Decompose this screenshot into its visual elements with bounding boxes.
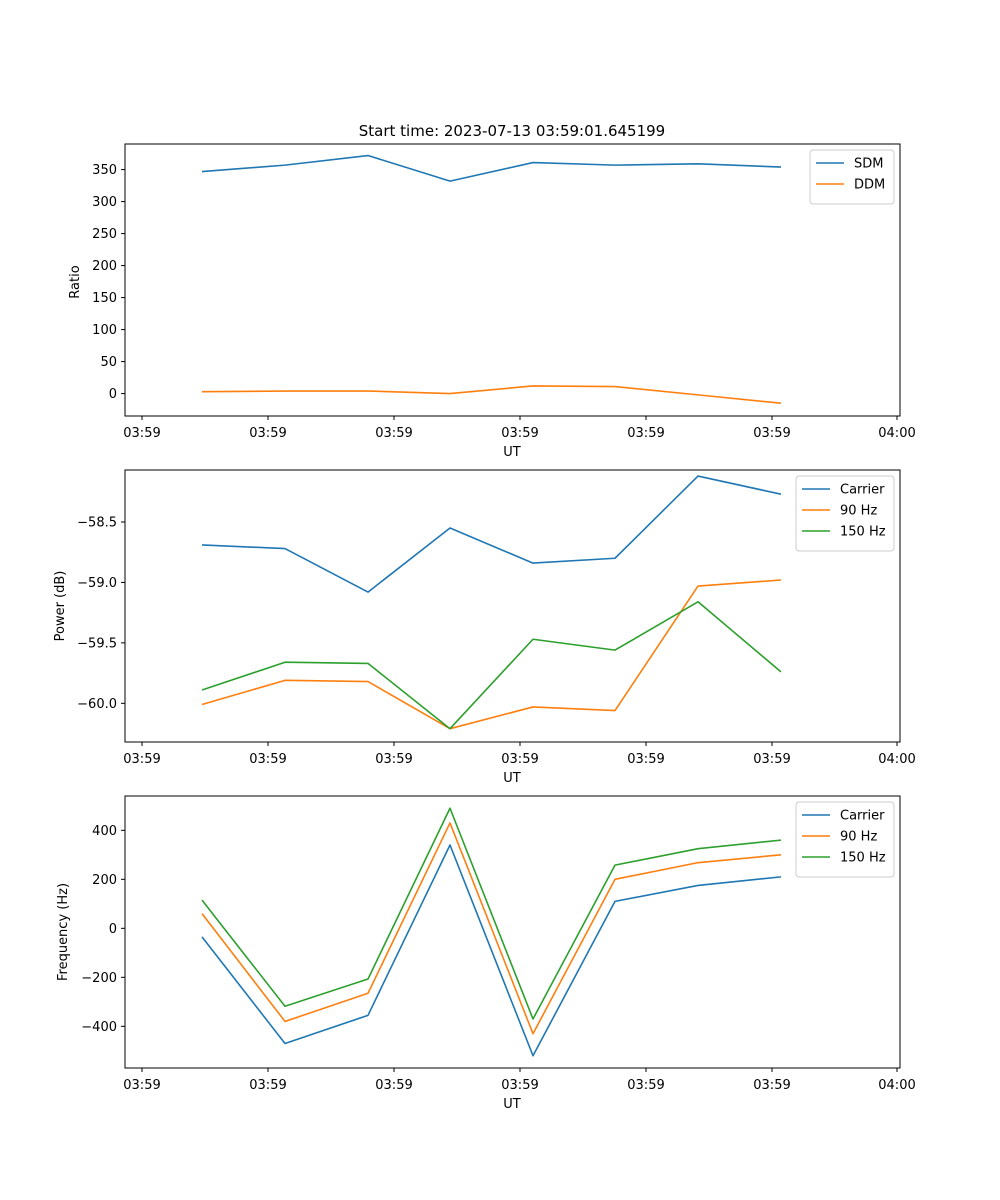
y-tick-label: 100 xyxy=(92,323,117,338)
x-tick-label: 03:59 xyxy=(753,1078,790,1093)
x-tick-label: 03:59 xyxy=(123,426,160,441)
legend-label: DDM xyxy=(854,178,885,193)
panel-ratio: Start time: 2023-07-13 03:59:01.645199 0… xyxy=(68,122,916,460)
legend-box xyxy=(795,475,895,552)
axes-frame xyxy=(124,143,901,417)
y-axis-label: Ratio xyxy=(68,265,83,298)
series-line-ddm xyxy=(201,385,782,404)
legend-label: 90 Hz xyxy=(840,830,877,845)
x-axis-label: UT xyxy=(503,771,521,786)
legend-label: SDM xyxy=(854,157,883,172)
x-tick-label: 04:00 xyxy=(878,426,915,441)
chart-title: Start time: 2023-07-13 03:59:01.645199 xyxy=(359,122,665,140)
x-tick-label: 03:59 xyxy=(375,426,412,441)
x-tick-label: 03:59 xyxy=(249,1078,286,1093)
x-tick-label: 03:59 xyxy=(501,752,538,767)
legend-box xyxy=(795,801,895,878)
x-tick-label: 03:59 xyxy=(753,426,790,441)
y-tick-label: 200 xyxy=(92,259,117,274)
y-tick-label: −59.0 xyxy=(77,576,117,591)
y-tick-label: −200 xyxy=(81,971,117,986)
x-tick-label: 03:59 xyxy=(627,1078,664,1093)
x-tick-label: 03:59 xyxy=(627,752,664,767)
y-axis-label: Power (dB) xyxy=(53,571,68,642)
y-tick-label: 250 xyxy=(92,227,117,242)
x-tick-label: 03:59 xyxy=(501,1078,538,1093)
legend-label: 150 Hz xyxy=(840,525,886,540)
y-tick-label: 200 xyxy=(92,873,117,888)
series-line-sdm xyxy=(201,154,782,182)
y-tick-label: −400 xyxy=(81,1020,117,1035)
x-tick-label: 03:59 xyxy=(501,426,538,441)
series-line-150-hz xyxy=(201,600,782,730)
panel-frequency: 03:59 03:59 03:59 03:59 03:59 03:59 04:00 −400 −… xyxy=(56,795,916,1112)
x-tick-label: 03:59 xyxy=(627,426,664,441)
legend-label: 90 Hz xyxy=(840,504,877,519)
y-tick-label: 350 xyxy=(92,163,117,178)
x-tick-label: 04:00 xyxy=(878,752,915,767)
x-tick-label: 03:59 xyxy=(249,752,286,767)
y-tick-label: 0 xyxy=(109,922,117,937)
series-line-90-hz xyxy=(201,822,782,1035)
x-tick-label: 03:59 xyxy=(375,1078,412,1093)
axes-frame xyxy=(124,469,901,743)
legend-label: Carrier xyxy=(840,809,885,824)
series-line-150-hz xyxy=(201,807,782,1020)
x-tick-label: 04:00 xyxy=(878,1078,915,1093)
y-tick-label: 150 xyxy=(92,291,117,306)
y-tick-label: −60.0 xyxy=(77,697,117,712)
y-tick-label: 400 xyxy=(92,824,117,839)
legend-label: Carrier xyxy=(840,483,885,498)
legend-label: 150 Hz xyxy=(840,851,886,866)
series-line-carrier xyxy=(201,475,782,593)
y-tick-label: −58.5 xyxy=(77,515,117,530)
y-tick-label: 0 xyxy=(109,387,117,402)
y-tick-label: 300 xyxy=(92,195,117,210)
y-tick-label: 50 xyxy=(100,355,117,370)
y-axis-label: Frequency (Hz) xyxy=(56,883,71,981)
x-tick-label: 03:59 xyxy=(123,752,160,767)
x-tick-label: 03:59 xyxy=(375,752,412,767)
panel-power: 03:59 03:59 03:59 03:59 03:59 03:59 04:00 −60.0… xyxy=(53,469,916,786)
x-tick-label: 03:59 xyxy=(123,1078,160,1093)
x-axis-label: UT xyxy=(503,1097,521,1112)
series-line-90-hz xyxy=(201,579,782,730)
x-tick-label: 03:59 xyxy=(249,426,286,441)
series-line-carrier xyxy=(201,844,782,1057)
axes-frame xyxy=(124,795,901,1069)
x-tick-label: 03:59 xyxy=(753,752,790,767)
x-axis-label: UT xyxy=(503,445,521,460)
y-tick-label: −59.5 xyxy=(77,636,117,651)
